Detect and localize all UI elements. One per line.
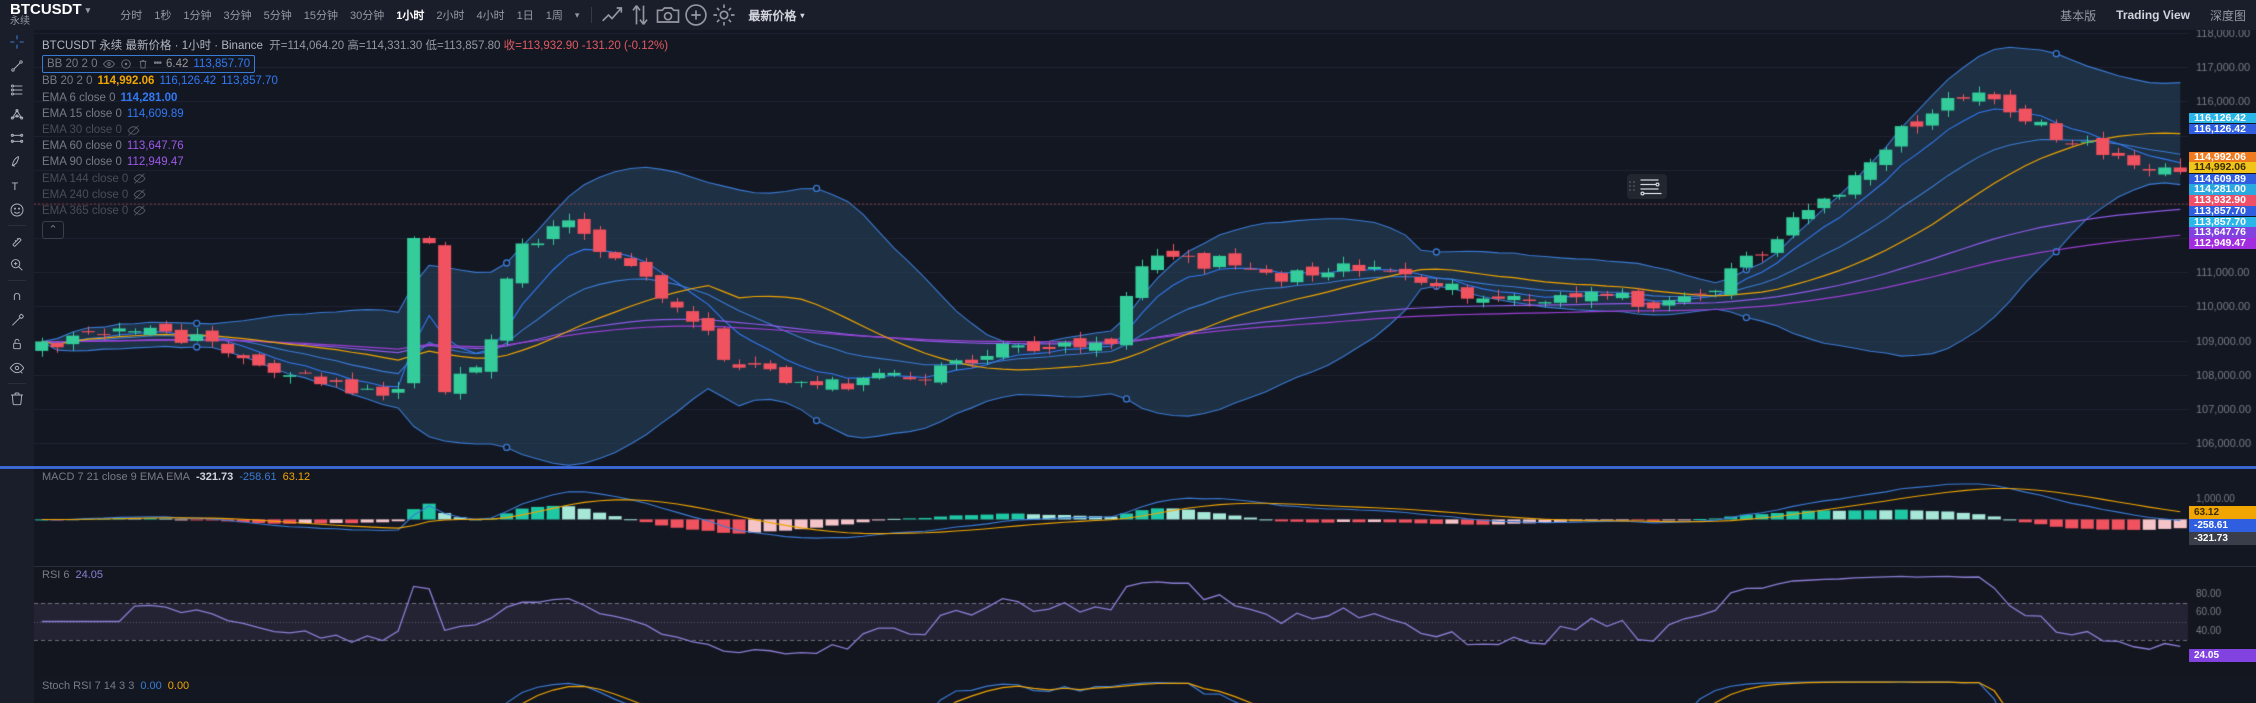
svg-text:T: T (12, 181, 19, 193)
